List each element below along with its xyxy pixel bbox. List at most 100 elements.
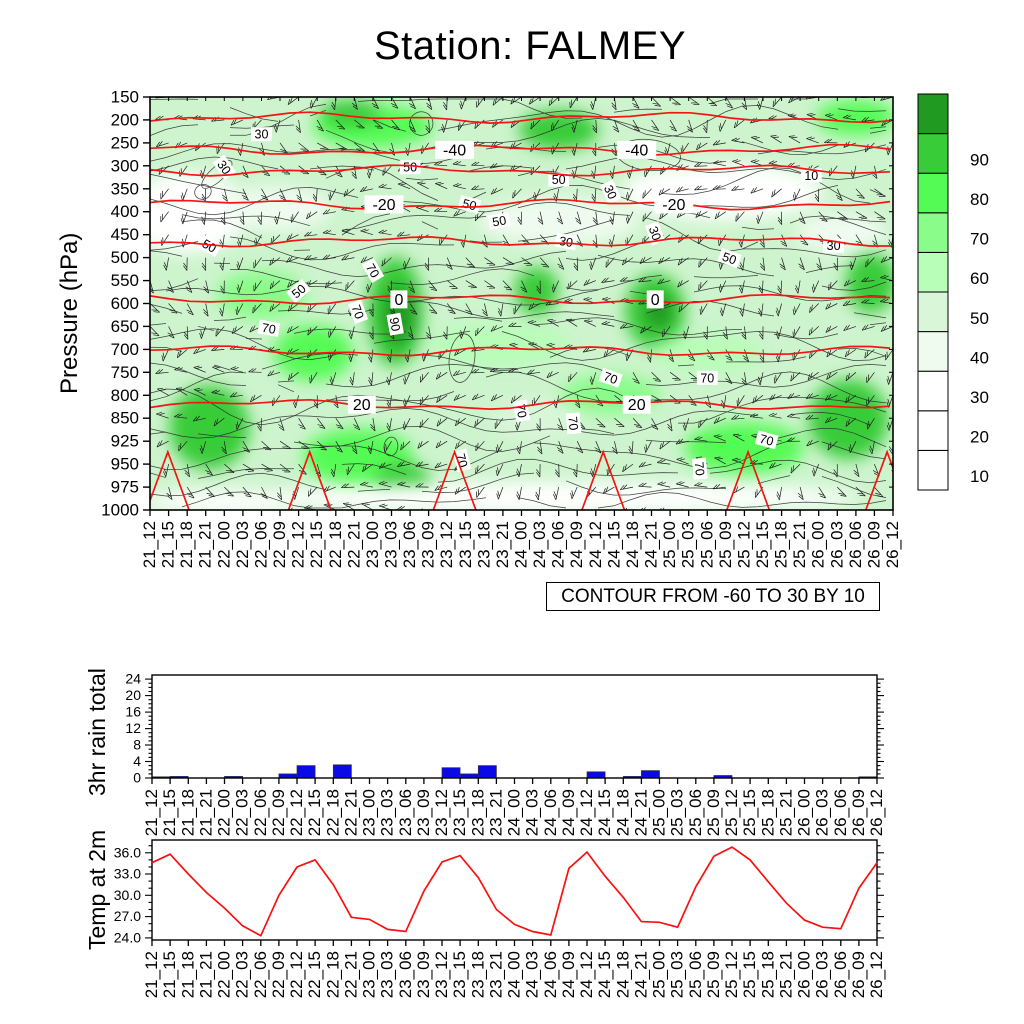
svg-text:25_06: 25_06 bbox=[686, 789, 705, 836]
svg-text:600: 600 bbox=[111, 294, 139, 313]
svg-text:23_00: 23_00 bbox=[360, 951, 379, 998]
svg-text:70: 70 bbox=[453, 452, 470, 469]
main-axes: 1502002503003504004505005506006507007508… bbox=[101, 88, 902, 569]
svg-text:12: 12 bbox=[125, 720, 141, 736]
svg-text:23_03: 23_03 bbox=[378, 789, 397, 836]
svg-text:23_21: 23_21 bbox=[486, 951, 505, 998]
svg-text:1000: 1000 bbox=[101, 501, 139, 520]
svg-text:25_03: 25_03 bbox=[668, 951, 687, 998]
svg-text:24_18: 24_18 bbox=[623, 521, 642, 568]
svg-text:24.0: 24.0 bbox=[114, 929, 141, 945]
svg-text:22_06: 22_06 bbox=[251, 789, 270, 836]
svg-text:24_09: 24_09 bbox=[559, 789, 578, 836]
svg-text:33.0: 33.0 bbox=[114, 866, 141, 882]
svg-text:20: 20 bbox=[628, 397, 646, 414]
svg-text:23_21: 23_21 bbox=[493, 521, 512, 568]
svg-text:21_21: 21_21 bbox=[196, 789, 215, 836]
svg-text:-20: -20 bbox=[372, 197, 395, 214]
svg-text:26_03: 26_03 bbox=[813, 951, 832, 998]
svg-text:22_09: 22_09 bbox=[269, 789, 288, 836]
svg-text:25_12: 25_12 bbox=[722, 789, 741, 836]
svg-text:23_03: 23_03 bbox=[378, 951, 397, 998]
svg-text:60: 60 bbox=[970, 269, 989, 288]
svg-text:650: 650 bbox=[111, 317, 139, 336]
svg-text:25_00: 25_00 bbox=[650, 789, 669, 836]
svg-text:24_09: 24_09 bbox=[559, 951, 578, 998]
svg-text:25_21: 25_21 bbox=[790, 521, 809, 568]
svg-text:24_18: 24_18 bbox=[613, 789, 632, 836]
svg-text:22_00: 22_00 bbox=[215, 789, 234, 836]
pressure-axis-labels: 1502002503003504004505005506006507007508… bbox=[101, 88, 893, 520]
red-isotherms: -40 -40 -20 -20 0 0 20 20 bbox=[150, 111, 893, 510]
svg-text:25_12: 25_12 bbox=[722, 951, 741, 998]
svg-text:22_06: 22_06 bbox=[252, 521, 271, 568]
svg-text:925: 925 bbox=[111, 432, 139, 451]
svg-text:23_12: 23_12 bbox=[437, 521, 456, 568]
black-contour-labels: 30 30 50 50 30 10 50 50 30 50 30 30 50 50 70 90 70 70 70 70… bbox=[196, 127, 844, 480]
svg-text:25_00: 25_00 bbox=[660, 521, 679, 568]
svg-text:700: 700 bbox=[111, 340, 139, 359]
svg-text:70: 70 bbox=[363, 261, 382, 280]
svg-text:0: 0 bbox=[133, 770, 141, 786]
svg-text:25_09: 25_09 bbox=[704, 789, 723, 836]
svg-text:21_12: 21_12 bbox=[142, 951, 161, 998]
svg-text:23_00: 23_00 bbox=[360, 789, 379, 836]
svg-text:24_06: 24_06 bbox=[541, 789, 560, 836]
rain-time-axis-labels: 21_12 21_15 21_18 21_21 22_00 22_03 22_06 22_09… bbox=[142, 778, 886, 836]
svg-text:24_21: 24_21 bbox=[642, 521, 661, 568]
svg-text:23_06: 23_06 bbox=[396, 951, 415, 998]
svg-text:23_09: 23_09 bbox=[414, 789, 433, 836]
svg-text:21_18: 21_18 bbox=[177, 521, 196, 568]
svg-text:70: 70 bbox=[970, 230, 989, 249]
svg-text:21_21: 21_21 bbox=[196, 521, 215, 568]
svg-text:24_03: 24_03 bbox=[523, 789, 542, 836]
svg-text:200: 200 bbox=[111, 110, 139, 129]
svg-text:70: 70 bbox=[261, 321, 277, 337]
svg-text:25_12: 25_12 bbox=[734, 521, 753, 568]
svg-text:25_00: 25_00 bbox=[650, 951, 669, 998]
svg-text:25_06: 25_06 bbox=[686, 951, 705, 998]
svg-text:950: 950 bbox=[111, 455, 139, 474]
svg-text:36.0: 36.0 bbox=[114, 844, 141, 860]
svg-text:50: 50 bbox=[403, 161, 417, 175]
svg-text:26_00: 26_00 bbox=[795, 951, 814, 998]
svg-text:50: 50 bbox=[461, 196, 478, 213]
svg-text:40: 40 bbox=[970, 348, 989, 367]
svg-text:25_15: 25_15 bbox=[740, 789, 759, 836]
svg-text:30: 30 bbox=[558, 234, 574, 250]
svg-text:25_06: 25_06 bbox=[697, 521, 716, 568]
svg-text:22_18: 22_18 bbox=[323, 789, 342, 836]
svg-text:23_21: 23_21 bbox=[486, 789, 505, 836]
svg-text:50: 50 bbox=[552, 173, 566, 187]
svg-text:22_15: 22_15 bbox=[305, 951, 324, 998]
svg-text:25_21: 25_21 bbox=[776, 951, 795, 998]
svg-text:24_15: 24_15 bbox=[604, 521, 623, 568]
svg-text:70: 70 bbox=[700, 371, 714, 385]
svg-text:250: 250 bbox=[111, 133, 139, 152]
svg-text:50: 50 bbox=[491, 213, 507, 229]
svg-text:25_09: 25_09 bbox=[716, 521, 735, 568]
svg-text:24_09: 24_09 bbox=[567, 521, 586, 568]
svg-text:22_12: 22_12 bbox=[287, 789, 306, 836]
svg-text:24: 24 bbox=[125, 671, 141, 687]
svg-text:30: 30 bbox=[214, 158, 233, 177]
svg-text:22_18: 22_18 bbox=[326, 521, 345, 568]
svg-text:23_09: 23_09 bbox=[414, 951, 433, 998]
svg-text:21_15: 21_15 bbox=[160, 951, 179, 998]
svg-text:22_06: 22_06 bbox=[251, 951, 270, 998]
svg-text:24_21: 24_21 bbox=[631, 789, 650, 836]
svg-text:70: 70 bbox=[692, 461, 707, 476]
svg-text:22_15: 22_15 bbox=[305, 789, 324, 836]
svg-text:21_21: 21_21 bbox=[196, 951, 215, 998]
svg-text:22_12: 22_12 bbox=[287, 951, 306, 998]
svg-text:25_15: 25_15 bbox=[753, 521, 772, 568]
svg-text:23_15: 23_15 bbox=[450, 951, 469, 998]
rain-bar bbox=[586, 771, 606, 779]
svg-text:26_00: 26_00 bbox=[809, 521, 828, 568]
svg-text:30: 30 bbox=[970, 388, 989, 407]
svg-text:21_15: 21_15 bbox=[160, 789, 179, 836]
rain-bar bbox=[296, 765, 316, 779]
svg-text:23_15: 23_15 bbox=[450, 789, 469, 836]
svg-text:4: 4 bbox=[133, 753, 141, 769]
svg-text:800: 800 bbox=[111, 386, 139, 405]
